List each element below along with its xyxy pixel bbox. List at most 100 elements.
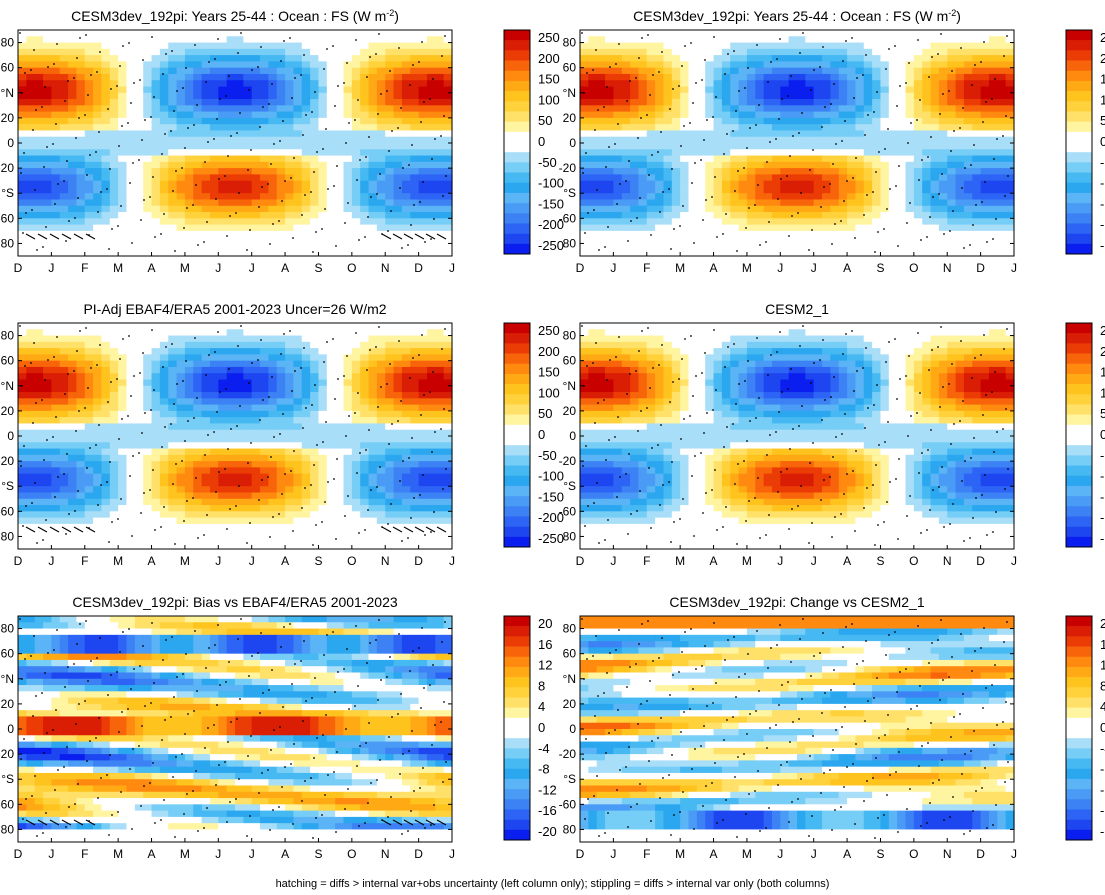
heatmap-cell [880, 237, 890, 245]
heatmap-cell [276, 379, 286, 387]
heatmap-cell [713, 249, 723, 257]
stipple-dot [380, 93, 382, 95]
heatmap-cell [613, 73, 623, 81]
heatmap-cell [855, 124, 865, 132]
heatmap-cell [401, 30, 411, 37]
heatmap-cell [613, 212, 623, 219]
heatmap-cell [151, 373, 161, 381]
heatmap-cell [101, 180, 111, 188]
heatmap-cell [696, 224, 706, 232]
heatmap-cell [51, 212, 61, 219]
heatmap-cell [360, 48, 370, 56]
stipple-dot [300, 74, 302, 76]
heatmap-cell [588, 130, 598, 138]
heatmap-cell [59, 67, 69, 75]
x-tick-label: J [449, 261, 455, 275]
heatmap-cell [335, 67, 345, 75]
heatmap-cell [351, 48, 361, 56]
heatmap-cell [980, 243, 990, 251]
heatmap-cell [705, 149, 715, 157]
heatmap-cell [855, 143, 865, 150]
heatmap-cell [847, 193, 857, 201]
heatmap-cell [997, 130, 1007, 138]
heatmap-cell [738, 205, 748, 213]
heatmap-cell [897, 193, 907, 201]
heatmap-cell [630, 105, 640, 113]
heatmap-cell [771, 149, 781, 157]
heatmap-cell [721, 224, 731, 232]
stipple-dot [649, 94, 651, 96]
heatmap-cell [285, 92, 295, 100]
heatmap-cell [738, 155, 748, 163]
stipple-dot [691, 182, 693, 184]
heatmap-cell [201, 193, 211, 201]
heatmap-cell [680, 161, 690, 169]
heatmap-cell [621, 149, 631, 157]
heatmap-cell [201, 30, 211, 37]
heatmap-cell [1005, 48, 1015, 56]
heatmap-cell [980, 249, 990, 257]
heatmap-cell [368, 55, 378, 62]
hatch-line [381, 233, 392, 240]
heatmap-cell [318, 360, 328, 368]
heatmap-cell [351, 161, 361, 169]
heatmap-cell [680, 130, 690, 138]
heatmap-cell [193, 237, 203, 245]
heatmap-cell [51, 373, 61, 381]
heatmap-cell [93, 168, 103, 175]
stipple-dot [823, 186, 825, 188]
heatmap-cell [721, 230, 731, 238]
heatmap-cell [780, 136, 790, 144]
heatmap-cell [218, 149, 228, 157]
heatmap-cell [76, 136, 86, 144]
heatmap-cell [243, 199, 253, 207]
stipple-dot [345, 142, 347, 144]
heatmap-cell [93, 161, 103, 169]
heatmap-cell [805, 237, 815, 245]
heatmap-cell [955, 212, 965, 219]
stipple-dot [950, 150, 952, 152]
heatmap-cell [418, 149, 428, 157]
heatmap-cell [713, 212, 723, 219]
heatmap-cell [938, 199, 948, 207]
y-tick-label: 80 [1, 236, 15, 250]
heatmap-cell [285, 218, 295, 226]
heatmap-cell [872, 243, 882, 251]
heatmap-cell [905, 55, 915, 62]
heatmap-cell [418, 92, 428, 100]
heatmap-cell [721, 143, 731, 150]
heatmap-cell [863, 168, 873, 175]
heatmap-cell [922, 161, 932, 169]
heatmap-cell [251, 99, 261, 106]
heatmap-cell [184, 92, 194, 100]
heatmap-cell [84, 379, 94, 387]
heatmap-cell [326, 149, 336, 157]
heatmap-cell [109, 30, 119, 37]
heatmap-cell [293, 224, 303, 232]
heatmap-cell [847, 124, 857, 132]
heatmap-cell [997, 230, 1007, 238]
heatmap-cell [268, 117, 278, 125]
stipple-dot [354, 119, 356, 121]
heatmap-cell [980, 105, 990, 113]
heatmap-cell [18, 136, 27, 144]
heatmap-cell [34, 360, 44, 368]
heatmap-cell [285, 329, 295, 337]
stipple-dot [874, 251, 876, 253]
heatmap-cell [101, 86, 111, 94]
heatmap-cell [76, 199, 86, 207]
heatmap-cell [18, 67, 27, 75]
heatmap-cell [713, 111, 723, 119]
heatmap-cell [721, 149, 731, 157]
heatmap-cell [251, 174, 261, 182]
stipple-dot [898, 165, 900, 167]
heatmap-cell [343, 354, 353, 362]
heatmap-cell [168, 67, 178, 75]
heatmap-cell [34, 180, 44, 188]
heatmap-cell [18, 249, 27, 257]
stipple-dot [400, 107, 402, 109]
heatmap-cell [18, 30, 27, 37]
stipple-dot [238, 192, 240, 194]
heatmap-cell [126, 36, 136, 44]
heatmap-cell [18, 186, 27, 194]
